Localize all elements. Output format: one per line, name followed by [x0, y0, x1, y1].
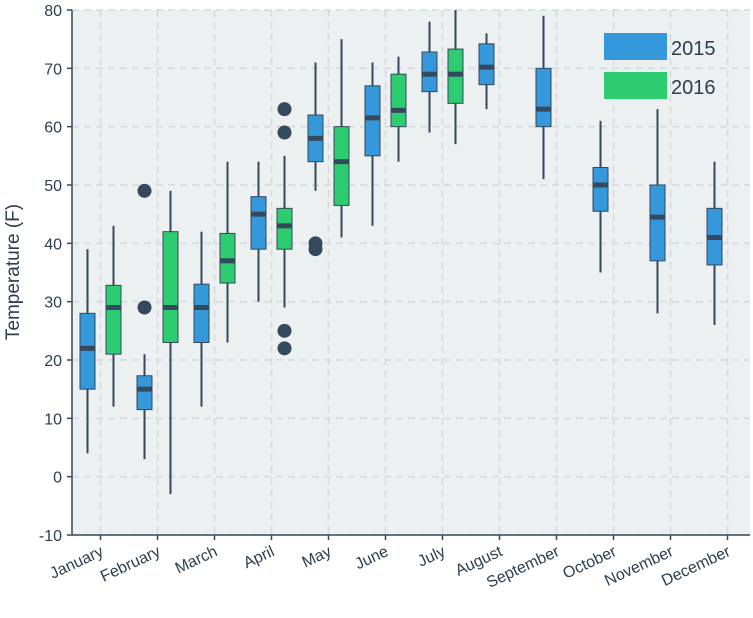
legend: 2015 2016	[604, 33, 716, 99]
box-2015-september	[535, 15, 552, 180]
box-iqr	[162, 231, 179, 344]
box-iqr	[333, 126, 350, 206]
y-tick-label: 30	[44, 295, 62, 312]
box-2016-june	[390, 56, 407, 162]
box-2015-june	[364, 62, 381, 226]
box-2015-may	[307, 62, 324, 257]
box-2015-august	[478, 33, 495, 110]
box-2015-april	[250, 161, 267, 302]
outlier-point	[277, 102, 292, 117]
legend-label-2015: 2015	[671, 38, 716, 60]
y-tick-label: 20	[44, 353, 62, 370]
box-iqr	[364, 85, 381, 157]
legend-swatch-2015	[604, 33, 667, 60]
y-tick-label: 0	[53, 470, 62, 487]
box-2016-july	[447, 10, 464, 145]
y-axis-title: Temperature (F)	[3, 204, 24, 340]
box-2015-december	[706, 161, 723, 325]
box-iqr	[276, 207, 293, 250]
legend-swatch-2016	[604, 72, 667, 99]
y-tick-label: 60	[44, 120, 62, 137]
y-tick-label: 50	[44, 178, 62, 195]
box-iqr	[79, 312, 96, 390]
box-2015-february	[136, 183, 153, 460]
grid-lines	[72, 9, 750, 536]
outlier-point	[308, 236, 323, 251]
box-2015-march	[193, 231, 210, 407]
y-tick-label: 10	[44, 411, 62, 428]
box-2015-january	[79, 249, 96, 454]
outlier-point	[277, 341, 292, 356]
box-iqr	[193, 283, 210, 343]
box-2015-october	[592, 120, 609, 273]
box-iqr	[136, 375, 153, 411]
outlier-point	[137, 183, 152, 198]
box-iqr	[592, 167, 609, 212]
box-iqr	[105, 284, 122, 355]
y-tick-label: 80	[44, 3, 62, 20]
box-iqr	[390, 73, 407, 128]
box-iqr	[478, 43, 495, 86]
box-series	[79, 10, 723, 495]
x-tick-label: February	[98, 543, 163, 585]
box-2016-may	[333, 39, 350, 238]
x-tick-label: June	[353, 543, 392, 573]
y-tick-label: 40	[44, 236, 62, 253]
box-iqr	[649, 184, 666, 262]
x-tick-label: May	[300, 543, 335, 571]
x-tick-label: March	[173, 543, 220, 577]
box-2016-january	[105, 225, 122, 407]
box-2016-march	[219, 161, 236, 343]
outlier-point	[277, 125, 292, 140]
outlier-point	[277, 323, 292, 338]
box-2016-february	[162, 190, 179, 495]
outlier-point	[137, 300, 152, 315]
box-2015-july	[421, 21, 438, 133]
x-tick-label: April	[241, 543, 277, 572]
x-tick-label: January	[47, 543, 106, 582]
legend-label-2016: 2016	[671, 77, 716, 99]
box-iqr	[250, 196, 267, 250]
box-iqr	[535, 67, 552, 128]
y-tick-label: 70	[44, 61, 62, 78]
box-2016-april	[276, 102, 293, 356]
x-tick-label: July	[415, 543, 448, 570]
box-iqr	[219, 232, 236, 284]
box-2015-november	[649, 109, 666, 314]
y-tick-label: -10	[39, 528, 62, 545]
